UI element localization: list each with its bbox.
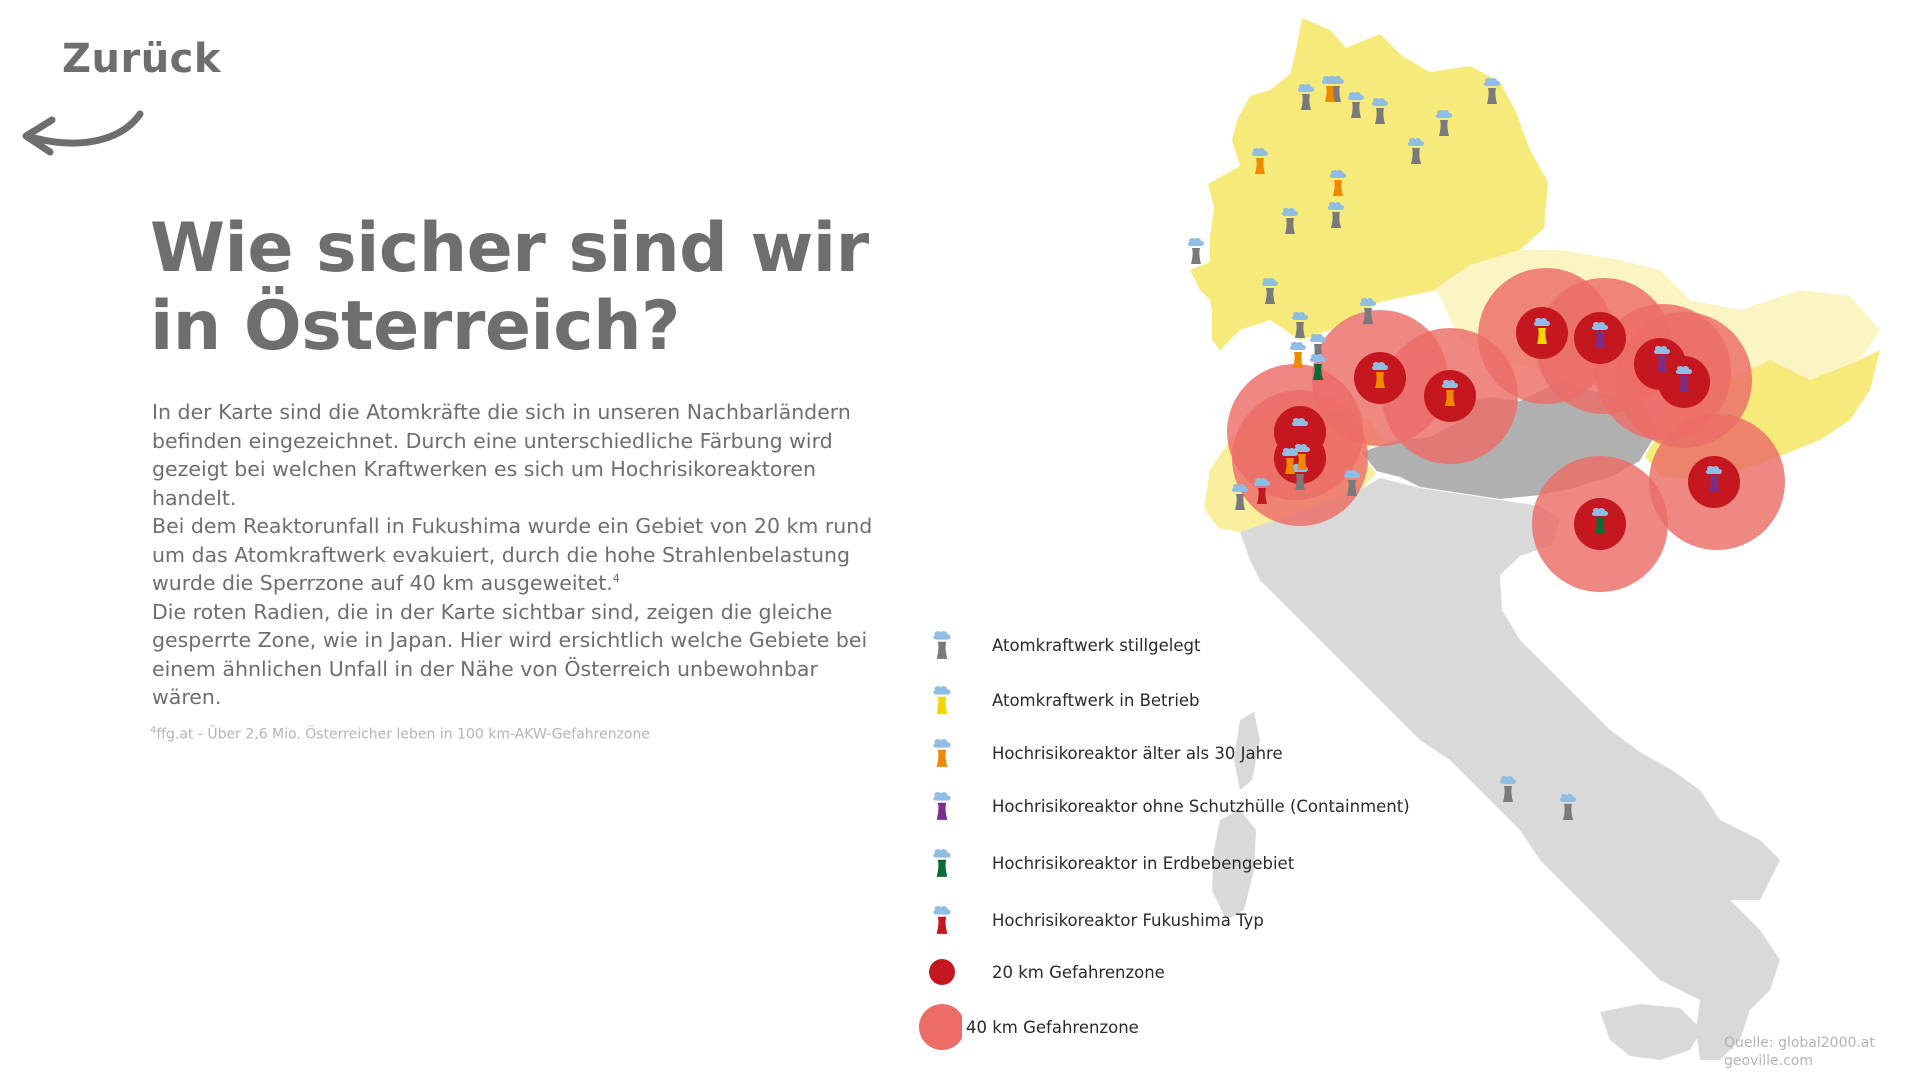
- reactor-icon: [1261, 277, 1278, 304]
- footnote-number: 4: [150, 725, 157, 736]
- back-arrow-icon: [22, 110, 144, 156]
- legend-item: Hochrisikoreaktor Fukushima Typ: [920, 900, 1264, 940]
- reactor-icon: [1591, 321, 1608, 348]
- danger-zone-40km-icon: [918, 1004, 962, 1050]
- reactor-icon: [1499, 775, 1516, 802]
- legend-item: Hochrisikoreaktor älter als 30 Jahre: [920, 733, 1283, 773]
- reactor-icon: [1187, 237, 1204, 264]
- reactor-icon: [1293, 443, 1310, 470]
- reactor-icon: [920, 678, 964, 722]
- reactor-icon: [1329, 169, 1346, 196]
- legend-item: 40 km Gefahrenzone: [918, 1004, 1139, 1050]
- footnote-mark: 4: [612, 572, 620, 586]
- legend-item: Hochrisikoreaktor in Erdbebengebiet: [920, 843, 1294, 883]
- reactor-icon: [1371, 97, 1388, 124]
- legend-item: 20 km Gefahrenzone: [920, 952, 1165, 992]
- body-text: In der Karte sind die Atomkräfte die sic…: [152, 398, 892, 712]
- legend-item: Atomkraftwerk stillgelegt: [920, 625, 1200, 665]
- footnote-text: ffg.at - Über 2,6 Mio. Österreicher lebe…: [156, 726, 650, 743]
- reactor-icon: [920, 623, 964, 667]
- legend-label: Hochrisikoreaktor in Erdbebengebiet: [992, 853, 1295, 873]
- italy-shape: [1240, 478, 1780, 1060]
- reactor-icon: [1705, 465, 1722, 492]
- legend-label: Hochrisikoreaktor Fukushima Typ: [992, 910, 1264, 930]
- body-paragraph-2-text: Bei dem Reaktorunfall in Fukushima wurde…: [152, 514, 873, 595]
- legend-label: Hochrisikoreaktor ohne Schutzhülle (Cont…: [992, 796, 1410, 816]
- back-label: Zurück: [62, 36, 221, 82]
- reactor-icon: [1297, 83, 1314, 110]
- reactor-icon: [1591, 507, 1608, 534]
- legend-label: Atomkraftwerk in Betrieb: [992, 690, 1200, 710]
- germany-shape: [1190, 18, 1548, 350]
- reactor-icon: [1289, 341, 1306, 368]
- reactor-icon: [1435, 109, 1452, 136]
- reactor-icon: [1407, 137, 1424, 164]
- italy-heel-shape: [1620, 820, 1770, 900]
- danger-zone-20km-icon: [920, 950, 964, 994]
- source-line-2: geoville.com: [1724, 1053, 1813, 1069]
- slovakia-shape: [1740, 290, 1880, 380]
- sicily-shape: [1600, 1004, 1702, 1060]
- reactor-icon: [920, 898, 964, 942]
- reactor-icon: [920, 784, 964, 828]
- legend-label: 40 km Gefahrenzone: [966, 1017, 1139, 1037]
- reactor-icon: [1281, 207, 1298, 234]
- reactor-icon: [1347, 91, 1364, 118]
- map: [1187, 18, 1880, 1060]
- reactor-icon: [1343, 469, 1360, 496]
- reactor-icon: [920, 731, 964, 775]
- back-button[interactable]: Zurück: [22, 30, 222, 156]
- legend-item: Atomkraftwerk in Betrieb: [920, 680, 1200, 720]
- source: Quelle: global2000.at geoville.com: [1724, 1034, 1875, 1070]
- reactor-icon: [1653, 345, 1670, 372]
- page-title-line2: in Österreich?: [150, 287, 680, 366]
- page-title-line1: Wie sicher sind wir: [150, 209, 869, 288]
- legend-label: 20 km Gefahrenzone: [992, 962, 1165, 982]
- reactor-icon: [1533, 317, 1550, 344]
- reactor-icon: [1291, 311, 1308, 338]
- reactor-icon: [1675, 365, 1692, 392]
- footnote: 4ffg.at - Über 2,6 Mio. Österreicher leb…: [150, 725, 850, 743]
- reactor-icon: [1309, 353, 1326, 380]
- legend: Atomkraftwerk stillgelegt Atomkraftwerk …: [918, 625, 1440, 1065]
- reactor-icon: [920, 841, 964, 885]
- body-paragraph-2: Bei dem Reaktorunfall in Fukushima wurde…: [152, 512, 892, 598]
- reactors: [1187, 75, 1722, 820]
- reactor-icon: [1253, 477, 1270, 504]
- legend-item: Hochrisikoreaktor ohne Schutzhülle (Cont…: [920, 786, 1410, 826]
- legend-label: Atomkraftwerk stillgelegt: [992, 635, 1201, 655]
- reactor-icon: [1359, 297, 1376, 324]
- reactor-icon: [1251, 147, 1268, 174]
- corsica-shape: [1234, 712, 1260, 790]
- reactor-icon: [1559, 793, 1576, 820]
- body-paragraph-1: In der Karte sind die Atomkräfte die sic…: [152, 400, 851, 510]
- reactor-icon: [1291, 417, 1308, 444]
- body-paragraph-3: Die roten Radien, die in der Karte sicht…: [152, 599, 868, 710]
- reactor-icon: [1327, 201, 1344, 228]
- reactor-icon: [1483, 77, 1500, 104]
- reactor-icon: [1371, 361, 1388, 388]
- sardinia-shape: [1212, 810, 1256, 920]
- reactor-icon: [1231, 483, 1248, 510]
- source-line-1: Quelle: global2000.at: [1724, 1035, 1875, 1051]
- reactor-icon: [1441, 379, 1458, 406]
- legend-label: Hochrisikoreaktor älter als 30 Jahre: [992, 743, 1283, 763]
- reactor-icon: [1321, 75, 1338, 102]
- page-title: Wie sicher sind wir in Österreich?: [150, 210, 910, 366]
